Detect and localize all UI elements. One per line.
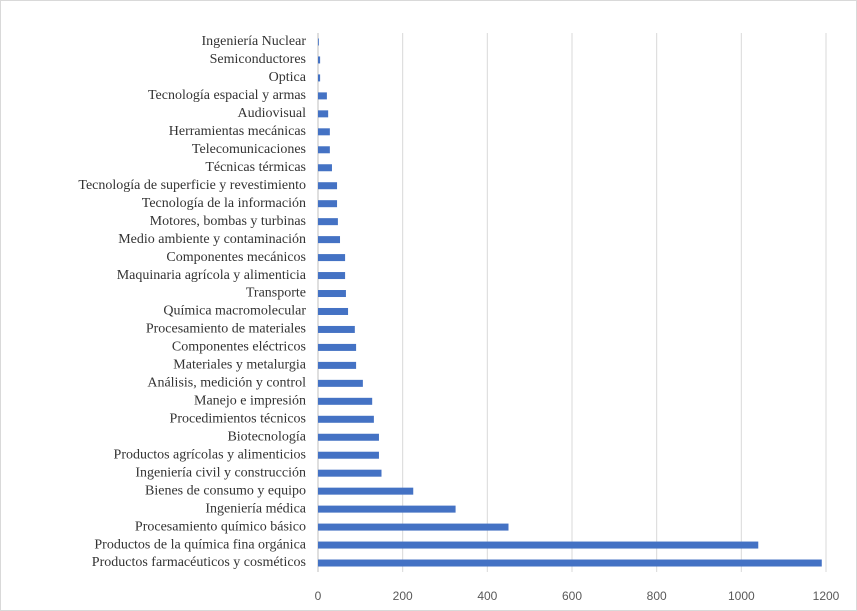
y-tick-label: Productos de la química fina orgánica: [94, 537, 306, 552]
x-tick-label: 1200: [813, 589, 840, 603]
y-tick-label: Técnicas térmicas: [205, 160, 306, 175]
bar: [318, 541, 759, 549]
y-tick-label: Audiovisual: [238, 106, 307, 121]
y-tick-label: Telecomunicaciones: [192, 142, 306, 157]
x-tick-label: 0: [315, 589, 322, 603]
bar: [318, 74, 321, 82]
y-tick-label: Productos agrícolas y alimenticios: [114, 447, 306, 462]
bar: [318, 182, 338, 190]
bar: [318, 218, 338, 226]
bar: [318, 92, 327, 100]
y-tick-label: Motores, bombas y turbinas: [150, 214, 306, 229]
x-tick-label: 1000: [728, 589, 755, 603]
y-tick-label: Materiales y metalurgia: [173, 358, 306, 373]
bar: [318, 200, 338, 208]
bar: [318, 451, 379, 459]
y-tick-label: Ingeniería Nuclear: [201, 34, 306, 49]
y-tick-label: Procesamiento químico básico: [135, 519, 306, 534]
bar: [318, 110, 329, 118]
y-tick-label: Ingeniería civil y construcción: [135, 465, 306, 480]
bar: [318, 343, 357, 351]
y-tick-label: Química macromolecular: [163, 304, 306, 319]
bar: [318, 146, 330, 154]
bar: [318, 469, 382, 477]
bar: [318, 128, 330, 136]
y-tick-label: Bienes de consumo y equipo: [145, 483, 306, 498]
bar: [318, 559, 822, 567]
y-tick-label: Análisis, medición y control: [147, 376, 306, 391]
bar: [318, 56, 321, 64]
y-tick-label: Semiconductores: [210, 52, 306, 67]
bar: [318, 487, 414, 495]
bar: [318, 397, 373, 405]
bar: [318, 236, 341, 244]
bar: [318, 523, 509, 531]
bar: [318, 290, 346, 298]
y-tick-label: Componentes eléctricos: [172, 340, 306, 355]
y-tick-label: Transporte: [246, 286, 306, 301]
bar: [318, 361, 357, 369]
y-tick-label: Ingeniería médica: [205, 501, 306, 516]
y-tick-label: Tecnología de la información: [142, 196, 306, 211]
bar: [318, 433, 379, 441]
y-tick-label: Productos farmacéuticos y cosméticos: [92, 555, 306, 570]
x-tick-label: 600: [562, 589, 582, 603]
x-tick-label: 400: [477, 589, 497, 603]
bar: [318, 272, 346, 280]
y-tick-label: Herramientas mecánicas: [169, 124, 306, 139]
bar: [318, 38, 319, 46]
bar: [318, 164, 332, 172]
y-tick-label: Procesamiento de materiales: [146, 322, 306, 337]
y-tick-label: Biotecnología: [227, 429, 306, 444]
y-tick-label: Medio ambiente y contaminación: [118, 232, 306, 247]
y-tick-label: Componentes mecánicos: [166, 250, 306, 265]
y-tick-label: Optica: [269, 70, 307, 85]
y-tick-label: Maquinaria agrícola y alimenticia: [117, 268, 307, 283]
bar: [318, 254, 346, 262]
bar: [318, 505, 456, 513]
bar: [318, 325, 355, 333]
bar: [318, 415, 374, 423]
bar: [318, 307, 349, 315]
x-tick-label: 200: [393, 589, 413, 603]
y-tick-label: Manejo e impresión: [194, 394, 306, 409]
y-tick-label: Procedimientos técnicos: [170, 412, 306, 427]
bar: [318, 379, 363, 387]
y-tick-label: Tecnología de superficie y revestimiento: [78, 178, 306, 193]
y-tick-label: Tecnología espacial y armas: [148, 88, 306, 103]
x-tick-label: 800: [647, 589, 667, 603]
